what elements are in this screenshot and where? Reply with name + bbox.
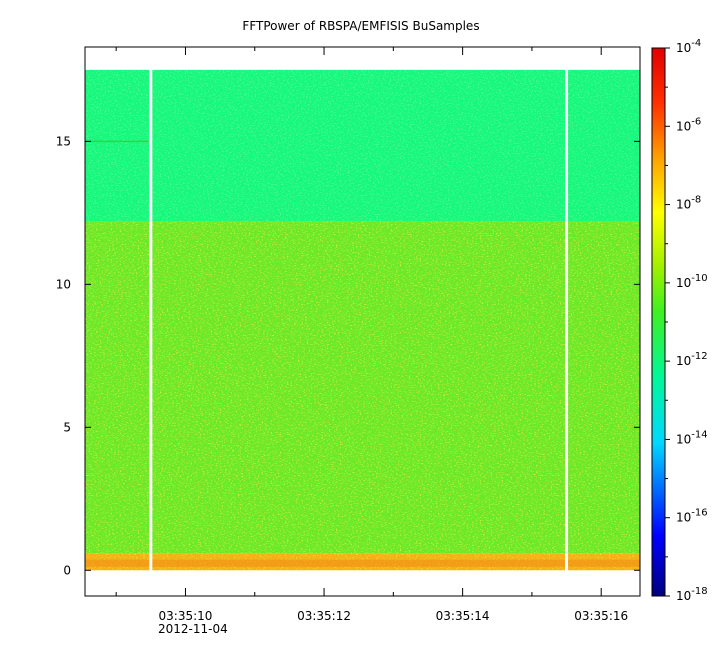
x-tick-label: 03:35:12 <box>297 609 351 623</box>
colorbar-tick-label: 10-8 <box>676 195 701 212</box>
colorbar-tick-label: 10-10 <box>676 273 708 290</box>
colorbar-tick-label: 10-16 <box>676 508 708 525</box>
colorbar-ticks: 10-4 10-6 10-8 10-10 10-12 10-14 10-16 10-18 <box>665 38 708 603</box>
colorbar <box>651 47 666 597</box>
chart-title: FFTPower of RBSPA/EMFISIS BuSamples <box>242 19 479 33</box>
x-date-label: 2012-11-04 <box>158 622 228 636</box>
y-tick-label: 0 <box>63 563 71 577</box>
colorbar-tick-label: 10-18 <box>676 586 708 603</box>
y-axis: 0 5 10 15 <box>56 134 640 577</box>
colorbar-tick-label: 10-14 <box>676 429 708 446</box>
colorbar-tick-label: 10-4 <box>676 38 701 55</box>
x-tick-label: 03:35:10 <box>159 609 213 623</box>
colorbar-tick-label: 10-12 <box>676 351 708 368</box>
spectrogram-band <box>85 221 640 554</box>
data-gap <box>149 68 153 572</box>
y-tick-label: 5 <box>63 420 71 434</box>
colorbar-tick-label: 10-6 <box>676 116 701 133</box>
spectrogram-low-core <box>85 559 640 567</box>
x-axis: 03:35:10 03:35:12 03:35:14 03:35:16 <box>115 47 628 623</box>
plot-area <box>85 68 640 572</box>
y-tick-label: 15 <box>56 134 71 148</box>
x-tick-label: 03:35:14 <box>436 609 490 623</box>
data-gap <box>565 68 569 572</box>
spectrogram-band <box>85 69 640 222</box>
plot-frame <box>84 46 641 597</box>
x-tick-label: 03:35:16 <box>574 609 628 623</box>
y-tick-label: 10 <box>56 277 71 291</box>
